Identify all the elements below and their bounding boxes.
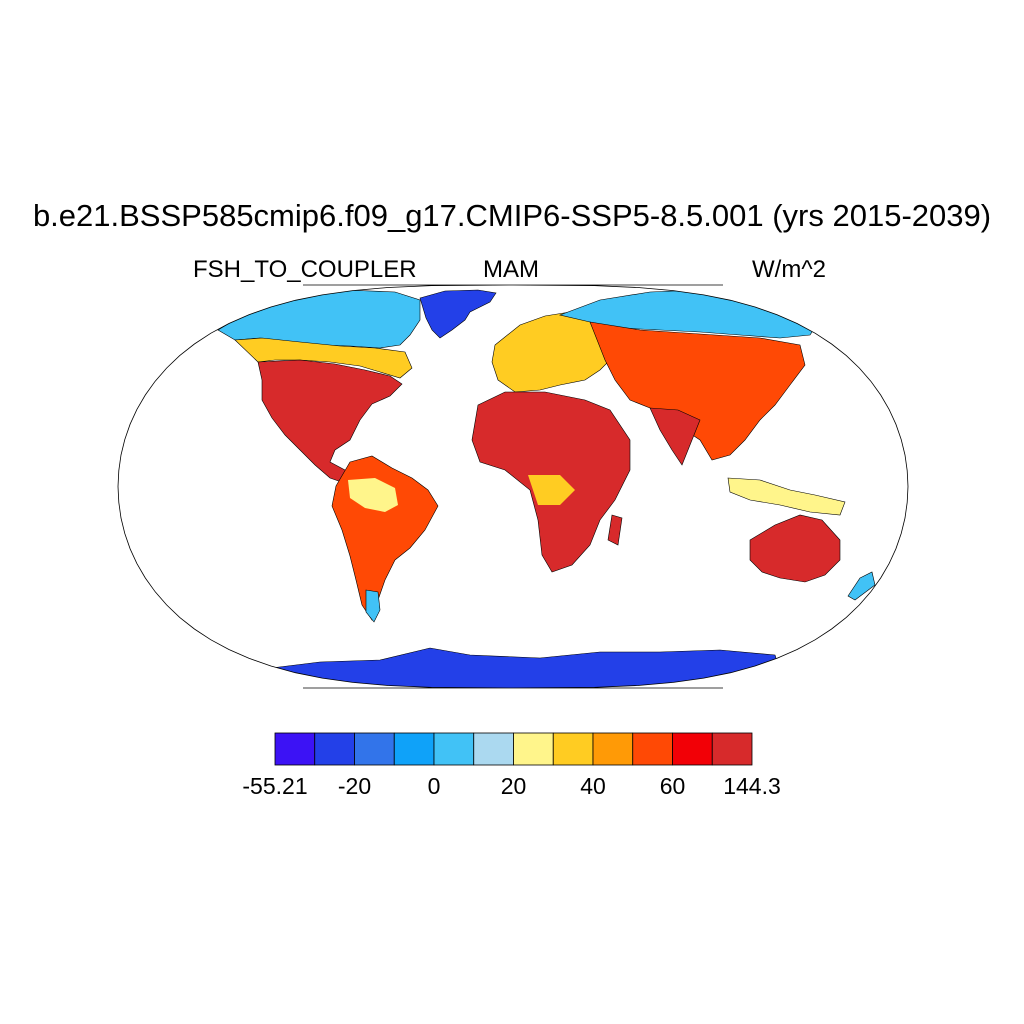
colorbar-swatch	[632, 732, 673, 766]
landmass-europe	[491, 311, 621, 393]
colorbar-tick-label: 60	[659, 773, 686, 799]
colorbar-swatch	[552, 732, 594, 766]
season-label: MAM	[483, 256, 539, 283]
plot-title: b.e21.BSSP585cmip6.f09_g17.CMIP6-SSP5-8.…	[32, 198, 992, 233]
landmass-india	[649, 407, 701, 466]
landmass-patagonia	[365, 589, 381, 623]
landmass-greenland	[419, 289, 497, 339]
landmass-madagascar	[607, 514, 623, 546]
colorbar	[274, 732, 753, 766]
landmass-congo	[528, 475, 575, 505]
landmass-new-zealand	[847, 571, 876, 601]
colorbar-tick-label: 0	[427, 773, 441, 799]
colorbar-swatch	[433, 732, 475, 766]
colorbar-swatch	[354, 732, 395, 766]
colorbar-swatch	[592, 732, 634, 766]
colorbar-swatch	[274, 732, 316, 766]
globe-outline	[117, 284, 909, 689]
colorbar-tick-label: 144.3	[723, 773, 781, 799]
colorbar-tick-label: -20	[337, 773, 372, 799]
colorbar-tick-label: -55.21	[242, 773, 308, 799]
landmass-north-america	[257, 359, 403, 491]
units-label: W/m^2	[752, 256, 826, 283]
colorbar-tick-label: 40	[580, 773, 606, 799]
colorbar-swatch	[473, 732, 514, 766]
colorbar-swatch	[393, 732, 435, 766]
colorbar-swatch	[711, 732, 753, 766]
landmass-asia	[589, 321, 806, 461]
landmass-amazon	[348, 478, 398, 512]
colorbar-swatch	[672, 732, 713, 766]
landmass-maritime-asia	[727, 477, 846, 516]
colorbar-swatch	[513, 732, 554, 766]
colorbar-tick-label: 20	[500, 773, 527, 799]
landmass-canada	[234, 337, 413, 379]
landmass-australia	[749, 514, 841, 583]
colorbar-swatch	[314, 732, 355, 766]
variable-label: FSH_TO_COUPLER	[193, 256, 417, 283]
